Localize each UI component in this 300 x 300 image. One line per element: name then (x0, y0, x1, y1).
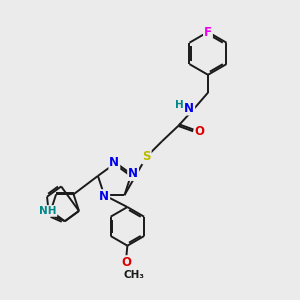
Text: N: N (99, 190, 109, 203)
Text: S: S (142, 150, 151, 163)
Text: NH: NH (39, 206, 56, 216)
Text: N: N (128, 167, 138, 180)
Text: N: N (109, 156, 119, 169)
Text: O: O (195, 125, 205, 138)
Text: O: O (121, 256, 131, 269)
Text: N: N (184, 102, 194, 115)
Text: H: H (175, 100, 184, 110)
Text: CH₃: CH₃ (123, 269, 144, 280)
Text: F: F (204, 26, 212, 38)
